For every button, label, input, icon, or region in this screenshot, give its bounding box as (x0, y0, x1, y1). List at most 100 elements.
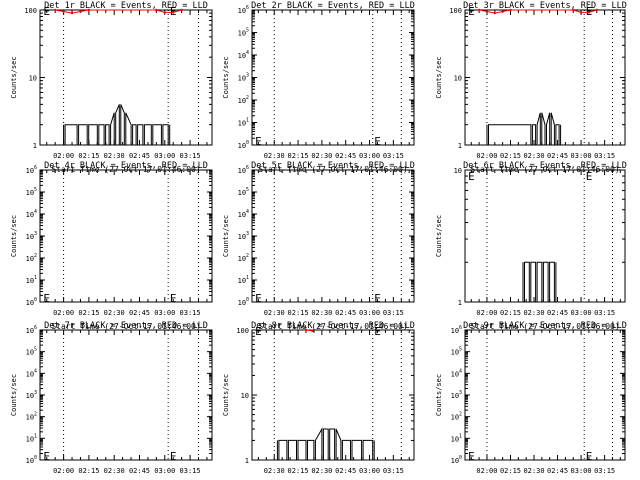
y-tick-label-base: 10 (238, 75, 246, 83)
y-axis-label: Counts/sec (435, 56, 443, 98)
y-axis-label: Counts/sec (435, 215, 443, 257)
y-tick-label-base: 10 (26, 392, 34, 400)
x-tick-label: 03:15 (594, 309, 615, 317)
y-tick-label: 104 (26, 209, 37, 219)
y-tick-label-base: 10 (238, 211, 246, 219)
y-tick-label-base: 10 (238, 142, 246, 150)
x-tick-label: 02:00 (476, 309, 497, 317)
y-tick-label: 100 (26, 297, 37, 307)
y-tick-label: 102 (26, 412, 37, 422)
y-tick-label-exp: 4 (459, 368, 462, 374)
series-point (501, 10, 504, 13)
y-tick-label: 102 (26, 253, 37, 263)
x-tick-label: 03:00 (359, 309, 380, 317)
y-tick-label-base: 10 (26, 457, 34, 465)
y-tick-label-base: 10 (26, 189, 34, 197)
y-tick-label-exp: 4 (34, 209, 37, 215)
panel-title: Det 5r BLACK = Events, RED = LLD (251, 161, 415, 171)
x-tick-label: 02:30 (311, 309, 332, 317)
series-point (509, 8, 512, 12)
y-tick-label-exp: 3 (34, 390, 37, 396)
series-point (163, 11, 166, 14)
y-tick-label-base: 10 (451, 392, 459, 400)
y-tick-label: 101 (26, 275, 37, 285)
y-tick-label-exp: 2 (246, 253, 249, 259)
y-tick-label-exp: 6 (34, 325, 37, 331)
detector-panel-6: Det 6r BLACK = Events, RED = LLD Counts/s… (435, 161, 627, 331)
y-tick-label-exp: 1 (459, 433, 462, 439)
y-tick-label: 100 (449, 7, 462, 15)
x-tick-label: 03:00 (571, 467, 592, 475)
x-tick-label: 02:15 (288, 467, 309, 475)
series-point (53, 8, 57, 12)
y-axis-label: Counts/sec (435, 374, 443, 416)
y-tick-label: 102 (238, 253, 249, 263)
y-tick-label-exp: 1 (246, 275, 249, 281)
event-marker-label: E (255, 292, 262, 305)
detector-panel-8: Det 8r BLACK = Events, RED = LLD Counts/s… (222, 321, 415, 475)
y-tick-label: 106 (238, 165, 249, 175)
y-tick-label-base: 10 (238, 299, 246, 307)
y-tick-label-base: 10 (26, 370, 34, 378)
x-tick-label: 02:30 (311, 467, 332, 475)
panel-title: Det 6r BLACK = Events, RED = LLD (463, 161, 627, 171)
y-tick-label-exp: 5 (246, 187, 249, 193)
panel-title: Det 8r BLACK = Events, RED = LLD (251, 321, 415, 331)
event-marker-label: E (255, 325, 262, 338)
x-tick-label: 02:00 (53, 309, 74, 317)
y-tick-label: 1 (33, 142, 37, 150)
x-tick-label: 02:15 (78, 152, 99, 160)
x-tick-label: 03:15 (180, 467, 201, 475)
x-tick-label: 03:15 (383, 467, 404, 475)
x-tick-label: 02:15 (78, 467, 99, 475)
x-tick-label: 02:30 (264, 152, 285, 160)
x-tick-label: 02:30 (311, 152, 332, 160)
series-line-1 (276, 427, 375, 461)
x-tick-label: 02:30 (104, 309, 125, 317)
y-axis-label: Counts/sec (222, 56, 230, 98)
y-tick-label: 1 (245, 457, 249, 465)
y-tick-label-exp: 0 (34, 455, 37, 461)
x-tick-label: 03:15 (594, 152, 615, 160)
x-tick-label: 02:45 (547, 467, 568, 475)
x-tick-label: 02:15 (78, 309, 99, 317)
y-tick-label-exp: 2 (34, 412, 37, 418)
y-axis-label: Counts/sec (10, 374, 18, 416)
y-tick-label: 10 (454, 167, 462, 175)
x-tick-label: 02:00 (476, 152, 497, 160)
y-tick-label-base: 10 (26, 435, 34, 443)
y-tick-label-exp: 6 (459, 325, 462, 331)
x-tick-label: 02:45 (129, 309, 150, 317)
y-tick-label-base: 10 (26, 211, 34, 219)
x-tick-label: 02:15 (500, 467, 521, 475)
y-tick-label: 106 (26, 165, 37, 175)
x-axis-title: Start Time (27-Oct-17 01:46:00) (470, 322, 619, 331)
y-tick-label: 105 (238, 187, 249, 197)
y-tick-label: 100 (451, 455, 462, 465)
y-axis-label: Counts/sec (10, 215, 18, 257)
detector-panel-2: Det 2r BLACK = Events, RED = LLD Counts/s… (222, 1, 415, 174)
y-tick-label: 103 (26, 231, 37, 241)
panel-title: Det 3r BLACK = Events, RED = LLD (463, 1, 627, 11)
y-tick-label-exp: 6 (34, 165, 37, 171)
y-tick-label: 103 (26, 390, 37, 400)
x-tick-label: 02:15 (288, 309, 309, 317)
x-tick-label: 02:45 (129, 152, 150, 160)
y-tick-label: 104 (238, 209, 249, 219)
y-tick-label-base: 10 (238, 52, 246, 60)
y-tick-label-base: 10 (451, 435, 459, 443)
y-tick-label: 103 (238, 231, 249, 241)
y-tick-label: 100 (236, 327, 249, 335)
plot-frame (251, 169, 415, 303)
x-axis-title: Start Time (27-Oct-17 01:46:00) (258, 322, 407, 331)
x-tick-label: 03:15 (383, 309, 404, 317)
y-tick-label: 1 (458, 299, 462, 307)
event-marker-label: E (43, 5, 50, 18)
detector-panel-9: Det 9r BLACK = Events, RED = LLD Counts/s… (435, 321, 627, 475)
y-tick-label-exp: 2 (246, 95, 249, 101)
x-tick-label: 03:00 (154, 309, 175, 317)
detector-panel-5: Det 5r BLACK = Events, RED = LLD Counts/s… (222, 161, 415, 331)
x-tick-label: 02:00 (53, 152, 74, 160)
y-tick-label-exp: 5 (459, 347, 462, 353)
y-tick-label-base: 10 (238, 233, 246, 241)
